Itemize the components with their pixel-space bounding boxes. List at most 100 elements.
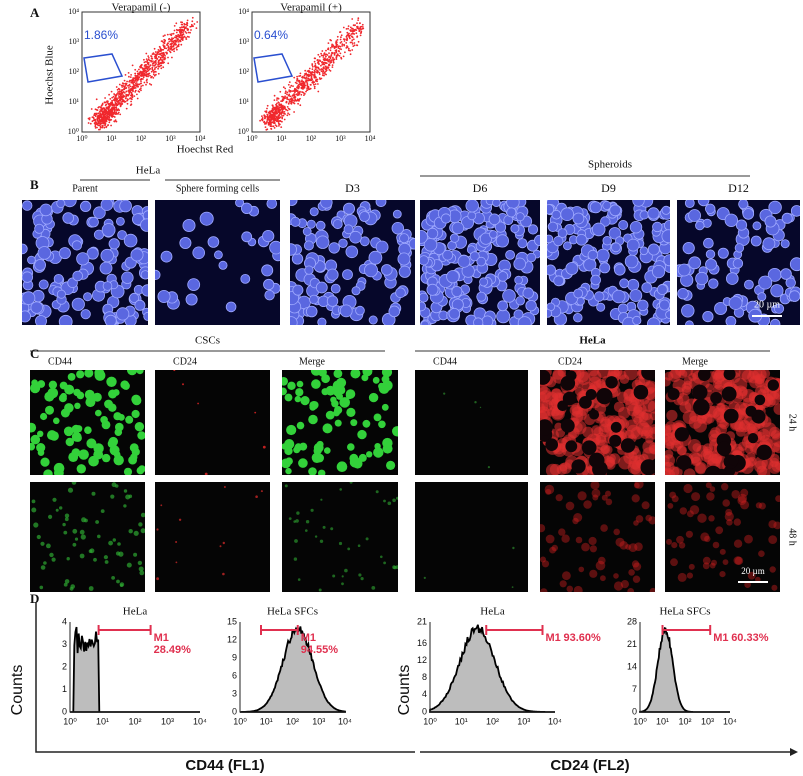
cell-dot [277,114,280,116]
cell [467,211,477,221]
cell-dot [161,52,164,55]
cell-dot [306,85,309,88]
cell [733,556,743,565]
cell-dot [139,78,142,81]
cell [637,299,649,312]
cell-dot [295,90,298,92]
plot-frame [239,622,345,713]
cell-dot [325,69,328,72]
cell [740,500,750,510]
cell [617,370,627,380]
cell [388,305,401,318]
x-tick-label: 10⁰ [76,134,87,143]
cell-dot [120,89,123,92]
cell [128,529,133,534]
cell-dot [314,76,317,79]
cell [338,541,343,546]
cell-dot [345,35,348,38]
cell [102,281,113,291]
cell-dot [155,73,157,76]
cell [599,262,611,274]
cell-dot [357,40,360,43]
cell-dot [284,95,286,98]
cell [600,524,608,532]
cell [43,469,53,475]
cell [647,243,660,256]
cell-dot [110,111,113,114]
cell-dot [154,61,157,64]
cell [755,576,761,583]
cell-dot [159,58,162,60]
cell [342,202,355,215]
cell [74,537,79,541]
y-tick-label: 4 [422,689,427,699]
cell-dot [152,62,155,65]
cell [49,552,54,558]
cell [565,261,579,275]
cell-dot [125,107,128,110]
cell-dot [338,45,340,47]
gate-label: 1.86% [84,28,118,42]
histogram [429,624,555,713]
cell-dot [298,75,300,77]
cell-dot [122,91,125,93]
cell-dot [147,55,150,57]
y-tick-label: 9 [232,652,237,662]
cell-dot [347,27,349,30]
cell [615,537,625,547]
cell [316,235,330,249]
cell-dot [320,77,323,80]
cell [263,278,275,291]
cell [685,530,694,538]
cell-dot [165,47,168,50]
cell-dot [304,77,307,80]
cell-dot [183,25,185,28]
cell-dot [131,98,133,101]
cell [566,585,574,592]
cell [339,488,343,491]
x-tick-label: 10³ [517,716,530,726]
cell-dot [317,83,319,85]
cell-dot [188,36,190,38]
cell-dot [315,78,318,81]
cell-dot [167,46,170,49]
cell [640,459,655,475]
cell-dot [304,84,307,87]
x-tick-label: 10⁴ [548,716,562,726]
cell-dot [353,33,356,35]
cell [326,295,339,307]
cell-dot [338,50,340,53]
cell [719,571,726,578]
cell [123,233,138,248]
cell [758,502,766,510]
cell [611,242,621,253]
cell [52,497,57,502]
cell-dot [323,71,326,74]
cell-dot [183,22,186,25]
cell [540,386,552,401]
cell [589,545,598,553]
cell-dot [184,31,187,33]
cell [669,491,677,499]
cell-dot [290,99,293,102]
cell-dot [264,116,266,119]
micrograph [30,482,145,592]
cell-dot [174,36,176,39]
cell-dot [158,45,161,48]
cell [359,211,370,222]
cell [733,539,743,548]
plot-title: HeLa [123,606,148,618]
cell-dot [282,86,285,89]
y-tick-label: 4 [62,616,67,626]
cell [700,532,710,542]
cell [676,445,687,456]
cell [635,515,644,523]
cell-dot [163,45,166,47]
cell [724,213,739,228]
cell [37,449,45,457]
cell-dot [139,82,142,85]
cell-dot [314,70,316,73]
cell-dot [290,98,293,100]
cell [64,517,69,522]
cell [487,466,490,469]
